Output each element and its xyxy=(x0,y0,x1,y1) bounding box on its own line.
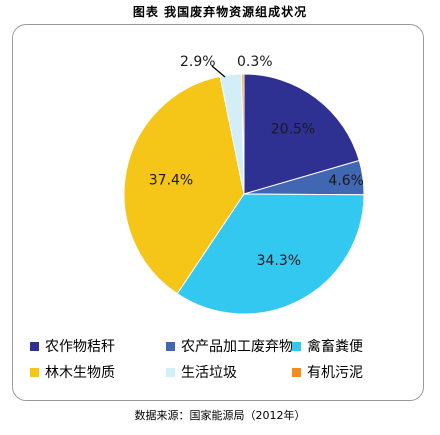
pie-slice-0 xyxy=(243,73,360,195)
legend-swatch-4 xyxy=(166,367,175,377)
legend-swatch-0 xyxy=(30,341,39,351)
data-source: 数据来源：国家能源局（2012年） xyxy=(134,409,306,422)
pie-slice-3 xyxy=(123,75,245,295)
pie-slice-5 xyxy=(241,73,245,195)
legend-label-0: 农作物秸秆 xyxy=(45,339,115,355)
legend-label-5: 有机污泥 xyxy=(307,365,363,381)
slice-value-label-4: 2.9% xyxy=(180,54,216,70)
legend-item-2: 禽畜粪便 xyxy=(292,336,363,356)
chart-frame xyxy=(12,24,424,401)
pie-chart: 20.5% 4.6% 34.3% 37.4% 2.9% 0.3% xyxy=(123,54,365,315)
legend-swatch-5 xyxy=(292,367,301,377)
leader-line-4 xyxy=(211,65,226,78)
legend-swatch-3 xyxy=(30,367,39,377)
figure-title: 图表 我国废弃物资源组成状况 xyxy=(132,5,308,19)
slice-value-label-3: 37.4% xyxy=(149,173,193,189)
legend-label-2: 禽畜粪便 xyxy=(307,339,363,355)
legend-swatch-1 xyxy=(166,341,175,351)
legend-label-1: 农产品加工废弃物 xyxy=(181,339,293,355)
legend-item-3: 林木生物质 xyxy=(30,362,115,382)
legend-swatch-2 xyxy=(292,341,301,351)
pie-slice-2 xyxy=(176,193,365,315)
legend-item-1: 农产品加工废弃物 xyxy=(166,336,293,356)
slice-value-label-2: 34.3% xyxy=(257,253,301,269)
legend-label-4: 生活垃圾 xyxy=(181,365,237,381)
legend-label-3: 林木生物质 xyxy=(45,365,115,381)
slice-value-label-5: 0.3% xyxy=(237,54,273,70)
legend-item-0: 农作物秸秆 xyxy=(30,336,115,356)
legend-item-5: 有机污泥 xyxy=(292,362,363,382)
slice-value-label-0: 20.5% xyxy=(271,122,315,138)
slice-value-label-1: 4.6% xyxy=(328,173,364,189)
legend-item-4: 生活垃圾 xyxy=(166,362,237,382)
